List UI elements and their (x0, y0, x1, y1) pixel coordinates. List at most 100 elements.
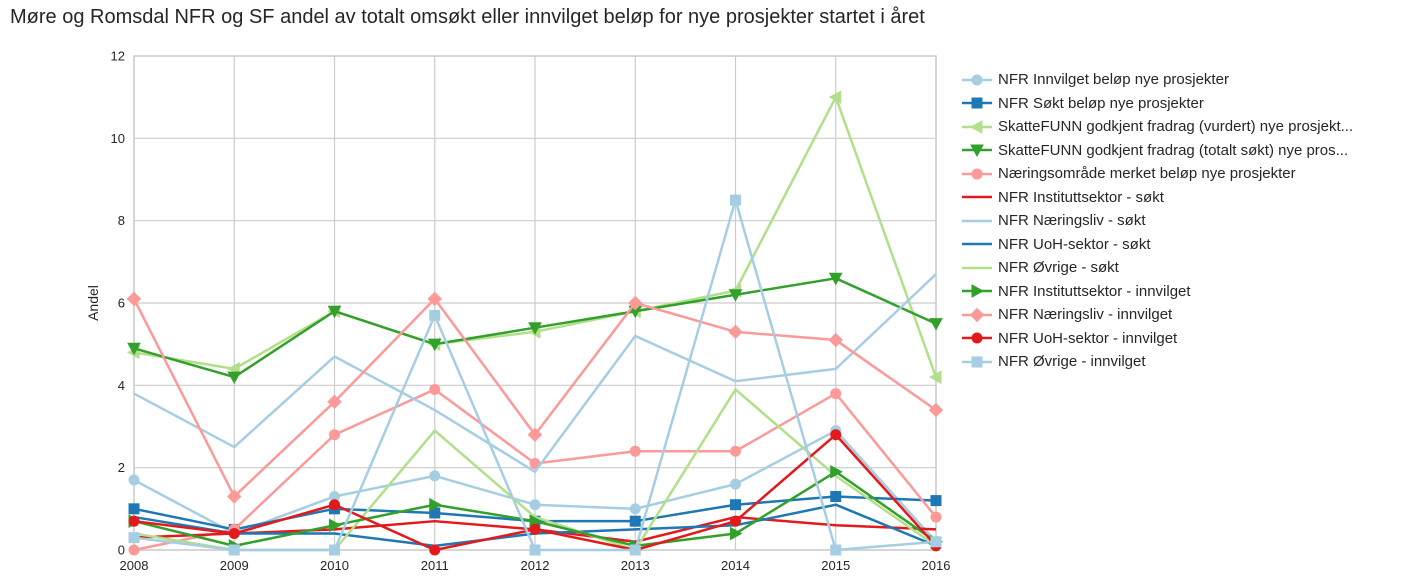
legend-label: NFR Øvrige - innvilget (998, 353, 1146, 371)
data-point (928, 402, 944, 418)
data-point (730, 445, 741, 457)
data-point (429, 544, 441, 556)
y-tick-label: 2 (118, 460, 125, 475)
data-point (329, 429, 340, 441)
data-point (628, 295, 643, 311)
y-tick-label: 4 (118, 378, 125, 393)
legend-swatch (962, 144, 992, 158)
y-tick-label: 10 (111, 131, 125, 146)
legend-swatch (962, 74, 992, 86)
legend-label: NFR Søkt beløp nye prosjekter (998, 94, 1204, 112)
data-point (429, 497, 442, 512)
legend-item: NFR Næringsliv - innvilget (960, 303, 1353, 327)
legend-label: NFR Instituttsektor - innvilget (998, 282, 1191, 300)
data-point (529, 499, 541, 511)
data-point (528, 322, 542, 335)
legend-swatch (962, 356, 992, 368)
data-point (730, 499, 741, 511)
legend-swatch (962, 219, 992, 222)
data-point (128, 503, 140, 515)
legend-item: NFR UoH-sektor - søkt (960, 233, 1353, 257)
data-point (928, 370, 942, 384)
y-tick-label: 8 (118, 213, 125, 228)
legend-marker (971, 168, 983, 180)
data-point (629, 503, 641, 515)
data-point (830, 388, 842, 400)
data-point (828, 90, 842, 105)
legend-swatch (962, 243, 992, 246)
data-point (527, 427, 543, 442)
data-point (930, 495, 942, 507)
data-point (828, 332, 843, 348)
data-point (629, 544, 641, 556)
data-point (126, 291, 142, 307)
x-tick-label: 2012 (521, 558, 550, 573)
data-point (529, 544, 541, 556)
legend-item: NFR Instituttsektor - innvilget (960, 280, 1353, 304)
y-tick-label: 0 (118, 543, 125, 558)
data-point (128, 532, 140, 544)
legend-marker (971, 97, 983, 109)
legend-marker (971, 74, 983, 86)
legend-item: NFR Øvrige - søkt (960, 256, 1353, 280)
axis-ticks: 2008 2009 2010 2011 2012 2013 2014 2015 2016 0 2 4 6… (111, 49, 951, 574)
legend: NFR Innvilget beløp nye prosjekter NFR Sø… (960, 68, 1353, 374)
legend-label: NFR Næringsliv - innvilget (998, 306, 1173, 324)
x-tick-label: 2011 (421, 558, 449, 573)
legend-swatch (962, 332, 992, 344)
data-point (128, 544, 140, 556)
x-tick-label: 2009 (220, 558, 249, 573)
data-point (629, 515, 641, 527)
data-point (228, 528, 240, 540)
legend-label: NFR Næringsliv - søkt (998, 212, 1146, 230)
data-point (930, 536, 942, 548)
data-point (329, 518, 342, 533)
legend-label: NFR Øvrige - søkt (998, 259, 1119, 277)
y-tick-label: 6 (118, 296, 125, 311)
data-point (327, 305, 342, 319)
x-tick-label: 2014 (721, 558, 750, 573)
data-point (427, 291, 442, 307)
x-tick-label: 2015 (821, 558, 850, 573)
data-point (730, 526, 743, 541)
legend-marker (970, 144, 984, 158)
legend-label: NFR Instituttsektor - søkt (998, 188, 1164, 206)
data-point (128, 474, 140, 486)
legend-item: NFR Øvrige - innvilget (960, 350, 1353, 374)
data-point (329, 544, 340, 556)
legend-label: NFR UoH-sektor - søkt (998, 235, 1151, 253)
legend-marker (971, 356, 983, 368)
data-point (929, 318, 943, 331)
data-point (930, 511, 942, 523)
data-point (427, 338, 442, 352)
legend-item: Næringsområde merket beløp nye prosjekte… (960, 162, 1353, 186)
data-point (329, 499, 340, 511)
data-point (830, 544, 842, 556)
data-point (629, 445, 641, 457)
legend-swatch (962, 119, 992, 134)
legend-item: NFR Næringsliv - søkt (960, 209, 1353, 233)
legend-item: SkatteFUNN godkjent fradrag (vurdert) ny… (960, 115, 1353, 139)
series-11 (126, 291, 944, 504)
legend-label: Næringsområde merket beløp nye prosjekte… (998, 165, 1296, 183)
data-point (730, 515, 741, 527)
legend-marker (969, 307, 985, 322)
legend-item: NFR UoH-sektor - innvilget (960, 327, 1353, 351)
data-point (128, 515, 140, 527)
data-point (830, 464, 843, 479)
series-7 (133, 273, 937, 474)
data-point (227, 489, 242, 504)
legend-label: SkatteFUNN godkjent fradrag (vurdert) ny… (998, 118, 1354, 136)
legend-swatch (962, 97, 992, 109)
series-line (133, 273, 937, 474)
series-layer (126, 90, 944, 556)
data-point (429, 470, 441, 482)
data-point (728, 324, 743, 340)
data-point (728, 289, 743, 302)
legend-swatch (962, 284, 992, 299)
legend-item: NFR Innvilget beløp nye prosjekter (960, 68, 1353, 92)
x-tick-label: 2008 (120, 558, 149, 573)
x-tick-label: 2016 (922, 558, 951, 573)
legend-marker (969, 119, 983, 134)
